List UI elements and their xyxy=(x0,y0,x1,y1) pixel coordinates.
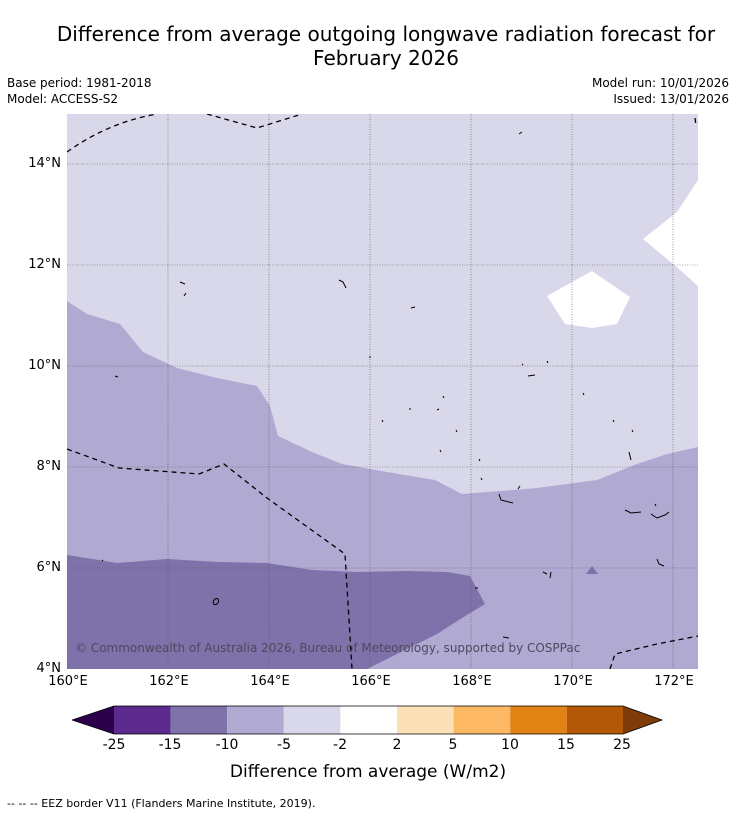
chart-title: Difference from average outgoing longwav… xyxy=(0,22,736,70)
colorbar-segment xyxy=(340,706,397,734)
base-period: Base period: 1981-2018 xyxy=(7,76,152,90)
lat-label-10n: 10°N xyxy=(28,358,61,373)
colorbar-segment xyxy=(283,706,341,734)
meta-right: Model run: 10/01/2026 Issued: 13/01/2026 xyxy=(592,75,729,107)
colorbar-segment xyxy=(453,706,511,734)
neutral-patch-center xyxy=(547,271,630,328)
colorbar-svg xyxy=(70,705,664,735)
lon-label-164e: 164°E xyxy=(250,674,290,689)
islands xyxy=(101,131,670,639)
colorbar-tick-label: -15 xyxy=(158,737,182,753)
title-line-1: Difference from average outgoing longwav… xyxy=(56,22,716,46)
colorbar-tick-label: -2 xyxy=(333,737,347,753)
colorbar-segment xyxy=(170,706,228,734)
eez-borders xyxy=(67,114,698,669)
colorbar-title: Difference from average (W/m2) xyxy=(229,762,507,782)
colorbar-segment xyxy=(227,706,284,734)
lat-label-6n: 6°N xyxy=(36,560,62,575)
colorbar-tick-label: -5 xyxy=(277,737,291,753)
lon-label-170e: 170°E xyxy=(553,674,593,689)
gridlines xyxy=(67,114,698,669)
lon-label-168e: 168°E xyxy=(452,674,492,689)
lat-label-12n: 12°N xyxy=(28,257,61,272)
lon-label-162e: 162°E xyxy=(149,674,189,689)
colorbar-tick-label: 15 xyxy=(557,737,575,753)
lat-label-4n: 4°N xyxy=(36,661,62,676)
colorbar-segment xyxy=(566,706,623,734)
copyright-notice: © Commonwealth of Australia 2026, Bureau… xyxy=(75,641,581,655)
map-svg xyxy=(67,114,698,669)
lon-label-166e: 166°E xyxy=(351,674,391,689)
issued-date: Issued: 13/01/2026 xyxy=(613,92,729,106)
eez-footnote: -- -- -- EEZ border V11 (Flanders Marine… xyxy=(7,797,316,810)
lat-label-14n: 14°N xyxy=(28,156,61,171)
title-line-2: February 2026 xyxy=(313,46,459,70)
colorbar-tick-label: 25 xyxy=(613,737,631,753)
lon-label-172e: 172°E xyxy=(654,674,694,689)
colorbar-tick-label: 10 xyxy=(501,737,519,753)
neutral-patch-right xyxy=(643,180,698,286)
lat-label-8n: 8°N xyxy=(36,459,62,474)
band-patch-small xyxy=(586,566,598,574)
colorbar-tick-label: -10 xyxy=(215,737,239,753)
colorbar xyxy=(70,705,664,739)
model-run: Model run: 10/01/2026 xyxy=(591,76,729,90)
colorbar-extend-high xyxy=(623,706,662,734)
colorbar-segment xyxy=(510,706,567,734)
map-area xyxy=(67,114,698,669)
colorbar-extend-low xyxy=(72,706,114,734)
colorbar-segment xyxy=(114,706,171,734)
colorbar-tick-label: 2 xyxy=(392,737,402,753)
colorbar-tick-label: -25 xyxy=(102,737,126,753)
colorbar-tick-label: 5 xyxy=(448,737,458,753)
meta-left: Base period: 1981-2018 Model: ACCESS-S2 xyxy=(7,75,152,107)
model-name: Model: ACCESS-S2 xyxy=(7,92,119,106)
lon-label-160e: 160°E xyxy=(48,674,88,689)
band-minus10-minus15 xyxy=(67,555,485,669)
colorbar-segment xyxy=(397,706,454,734)
